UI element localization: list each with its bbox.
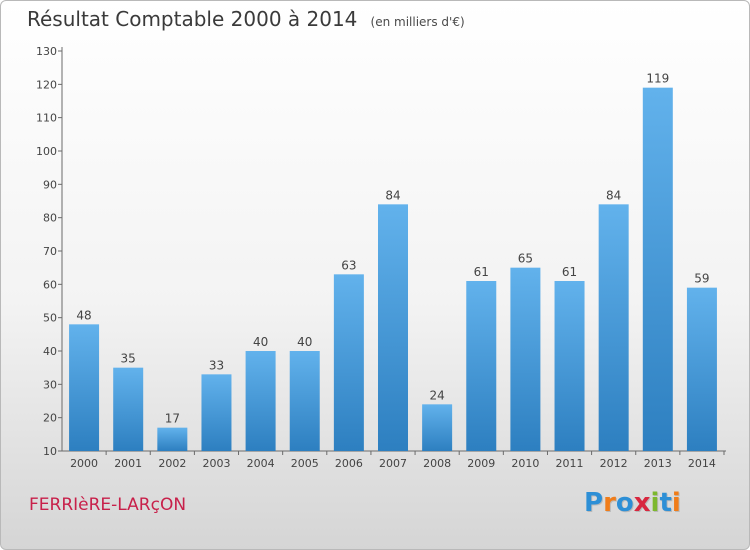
data-label: 59 [694, 272, 709, 286]
axes: 10 20 30 40 50 60 70 80 90 100 110 120 130 2000 2001 20… [36, 45, 726, 470]
x-tick-label: 2013 [644, 457, 672, 470]
data-labels: 48 35 17 33 40 40 63 84 24 61 65 61 84 119 59 [76, 72, 709, 426]
bar-2004 [245, 351, 276, 451]
y-tick-label: 70 [43, 245, 57, 258]
x-tick-label: 2008 [423, 457, 451, 470]
logo-letter: i [650, 488, 660, 518]
logo-letter: x [633, 488, 651, 518]
x-tick-label: 2011 [556, 457, 584, 470]
proxiti-logo: Proxiti [584, 488, 681, 518]
logo-letter: t [659, 488, 672, 518]
y-tick-label: 10 [43, 445, 57, 458]
data-label: 84 [606, 188, 621, 202]
y-tick-label: 50 [43, 312, 57, 325]
x-tick-label: 2001 [114, 457, 142, 470]
bar-2007 [378, 204, 408, 451]
bar-2005 [289, 351, 320, 451]
title-row: Résultat Comptable 2000 à 2014 (en milli… [27, 7, 465, 31]
logo-letter: P [584, 488, 604, 518]
logo-letter: i [671, 488, 681, 518]
data-label: 24 [429, 388, 444, 402]
y-tick-label: 20 [43, 412, 57, 425]
y-tick-label: 40 [43, 345, 57, 358]
data-label: 65 [518, 252, 533, 266]
bar-2008 [422, 404, 453, 451]
chart-subtitle: (en milliers d'€) [370, 15, 465, 29]
data-label: 40 [297, 335, 312, 349]
x-tick-label: 2004 [247, 457, 275, 470]
y-tick-label: 80 [43, 212, 57, 225]
x-tick-label: 2006 [335, 457, 363, 470]
data-label: 48 [76, 308, 91, 322]
bar-2000 [69, 324, 100, 451]
bar-2013 [642, 87, 673, 452]
data-label: 61 [562, 265, 577, 279]
x-tick-label: 2010 [511, 457, 539, 470]
bars [69, 87, 717, 452]
y-tick-label: 110 [36, 112, 57, 125]
x-tick-label: 2007 [379, 457, 407, 470]
y-tick-label: 60 [43, 278, 57, 291]
x-tick-label: 2005 [291, 457, 319, 470]
data-label: 33 [209, 358, 224, 372]
logo-letter: o [615, 488, 634, 518]
bar-2003 [201, 374, 232, 451]
bar-2002 [157, 427, 188, 451]
y-tick-label: 130 [36, 45, 57, 58]
y-tick-label: 100 [36, 145, 57, 158]
data-label: 35 [121, 352, 136, 366]
bar-2009 [466, 281, 497, 451]
data-label: 84 [385, 188, 400, 202]
y-tick-label: 30 [43, 378, 57, 391]
x-tick-label: 2012 [600, 457, 628, 470]
location-name: FERRIèRE-LARçON [29, 495, 187, 515]
data-label: 63 [341, 258, 356, 272]
logo-letter: r [603, 488, 616, 518]
x-tick-label: 2009 [467, 457, 495, 470]
data-label: 17 [165, 412, 180, 426]
bar-2012 [598, 204, 629, 451]
bar-2010 [510, 267, 541, 451]
y-tick-label: 120 [36, 78, 57, 91]
data-label: 119 [646, 72, 669, 86]
bar-2011 [554, 281, 585, 451]
data-label: 61 [474, 265, 489, 279]
y-tick-label: 90 [43, 178, 57, 191]
x-tick-label: 2014 [688, 457, 716, 470]
bar-2006 [333, 274, 364, 451]
bar-2001 [113, 367, 144, 451]
data-label: 40 [253, 335, 268, 349]
chart-title: Résultat Comptable 2000 à 2014 [27, 7, 358, 31]
bar-2014 [686, 287, 717, 451]
x-tick-label: 2000 [70, 457, 98, 470]
x-tick-label: 2002 [158, 457, 186, 470]
x-tick-label: 2003 [202, 457, 230, 470]
